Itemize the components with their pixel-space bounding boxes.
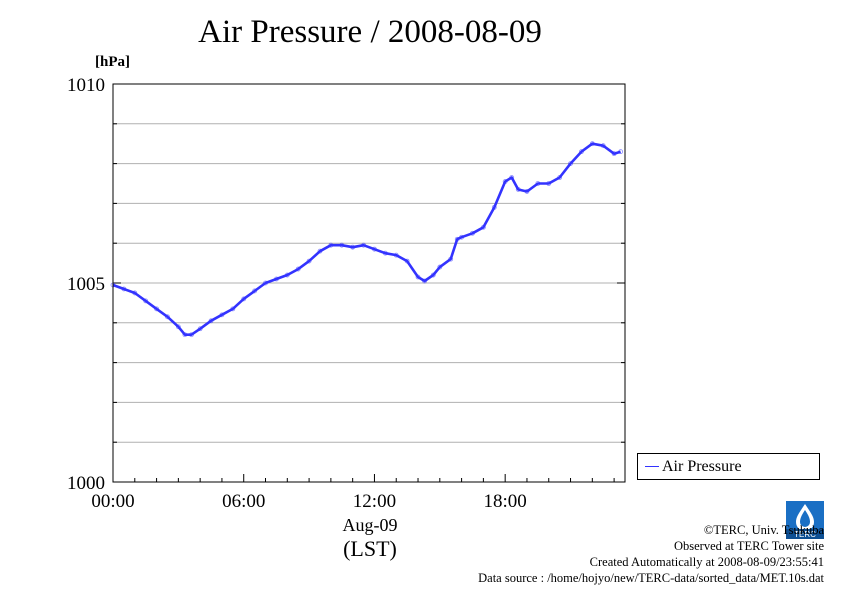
air-pressure-point: [208, 318, 214, 324]
air-pressure-point: [515, 187, 521, 192]
air-pressure-point: [189, 332, 194, 338]
air-pressure-point: [263, 280, 268, 286]
credits-block: ©TERC, Univ. Tsukuba Observed at TERC To…: [478, 522, 824, 586]
air-pressure-point: [175, 324, 181, 330]
air-pressure-point: [143, 298, 149, 304]
air-pressure-point: [422, 278, 427, 284]
y-tick-label: 1010: [67, 75, 105, 96]
x-axis-date-label: Aug-09: [342, 515, 398, 535]
terc-logo-icon: TERC: [786, 501, 824, 539]
air-pressure-point: [415, 274, 421, 280]
air-pressure-point: [121, 286, 127, 292]
chart-title: Air Pressure / 2008-08-09: [198, 14, 542, 50]
air-pressure-point: [328, 242, 334, 248]
air-pressure-point: [589, 141, 595, 147]
y-tick-label: 1005: [67, 274, 105, 295]
air-pressure-point: [491, 204, 497, 210]
air-pressure-point: [382, 250, 388, 256]
air-pressure-point: [557, 175, 563, 180]
x-tick-label: 12:00: [353, 491, 396, 512]
air-pressure-point: [600, 143, 606, 149]
series-layer: [110, 141, 624, 338]
air-pressure-point: [480, 224, 486, 230]
air-pressure-point: [437, 264, 443, 270]
air-pressure-point: [165, 314, 170, 320]
air-pressure-point: [241, 296, 247, 302]
air-pressure-point: [230, 306, 236, 312]
air-pressure-point: [524, 189, 530, 194]
tick-labels: 1000 1005 1010 00:00 06:00 12:00 18:00: [67, 75, 527, 512]
observed-text: Observed at TERC Tower site: [673, 539, 824, 553]
air-pressure-point: [611, 151, 617, 157]
x-tick-label: 00:00: [91, 491, 134, 512]
air-pressure-point: [430, 272, 436, 278]
air-pressure-point: [339, 242, 345, 248]
created-text: Created Automatically at 2008-08-09/23:5…: [589, 555, 824, 569]
plot-frame: [112, 83, 626, 483]
air-pressure-point: [317, 248, 323, 254]
air-pressure-point: [219, 312, 225, 318]
air-pressure-point: [459, 234, 464, 240]
air-pressure-point: [197, 326, 203, 332]
x-axis-timezone-label: (LST): [343, 536, 397, 561]
air-pressure-point: [284, 272, 290, 278]
air-pressure-point: [372, 246, 377, 252]
air-pressure-point: [579, 149, 584, 155]
air-pressure-point: [154, 306, 159, 312]
y-axis-unit-label: [hPa]: [95, 54, 130, 70]
air-pressure-point: [252, 288, 258, 294]
air-pressure-point: [470, 230, 475, 236]
air-pressure-point: [509, 175, 515, 180]
air-pressure-point: [182, 332, 188, 338]
x-tick-label: 18:00: [484, 491, 527, 512]
air-pressure-point: [295, 266, 301, 272]
air-pressure-point: [350, 244, 356, 250]
air-pressure-point: [546, 181, 552, 186]
legend-label: Air Pressure: [662, 458, 742, 475]
x-tick-label: 06:00: [222, 491, 265, 512]
air-pressure-point: [502, 179, 508, 184]
air-pressure-point: [448, 256, 454, 262]
air-pressure-point: [393, 252, 399, 258]
air-pressure-point: [132, 290, 138, 296]
air-pressure-point: [618, 149, 624, 155]
air-pressure-point: [535, 181, 541, 186]
air-pressure-point: [306, 258, 312, 264]
air-pressure-point: [361, 242, 366, 248]
air-pressure-point: [404, 258, 410, 264]
air-pressure-point: [454, 236, 460, 242]
source-text: Data source : /home/hojyo/new/TERC-data/…: [478, 571, 824, 585]
copyright-text: ©TERC, Univ. Tsukuba: [703, 523, 824, 537]
air-pressure-point: [568, 161, 573, 167]
legend-swatch: [645, 466, 659, 467]
air-pressure-point: [274, 276, 279, 282]
legend-box: Air Pressure: [637, 453, 820, 480]
y-tick-label: 1000: [67, 473, 105, 494]
svg-text:TERC: TERC: [794, 530, 816, 539]
grid-lines: [113, 123, 625, 443]
air-pressure-series-line: [112, 142, 621, 337]
